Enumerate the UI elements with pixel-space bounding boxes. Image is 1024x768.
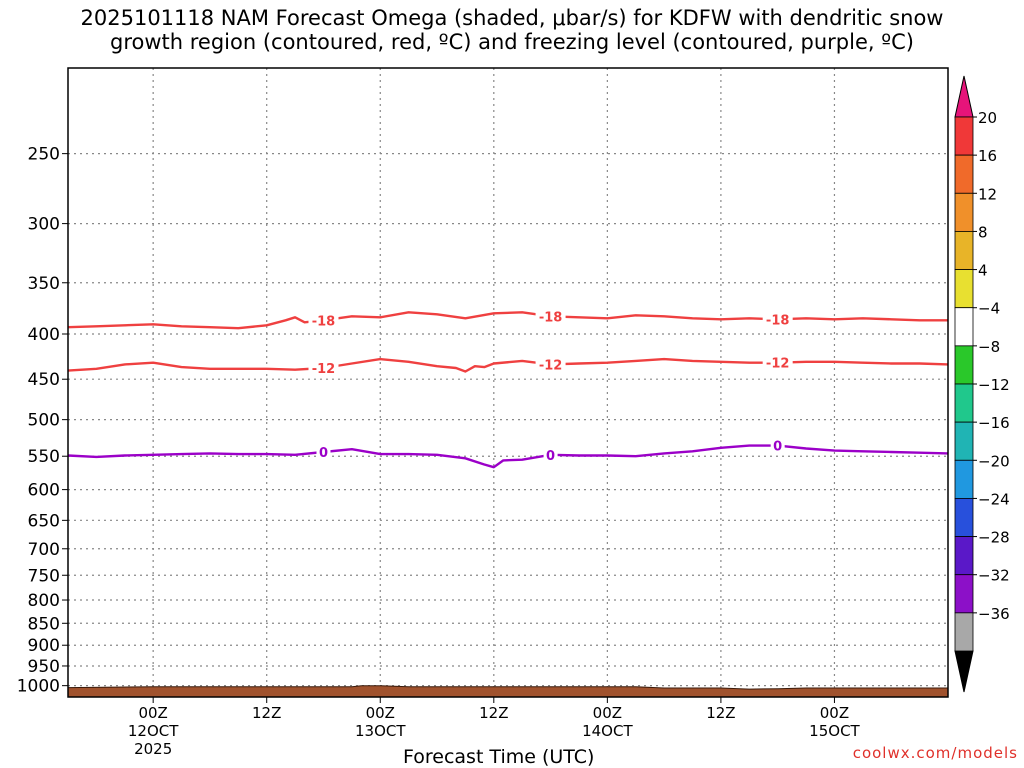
y-tick-label-300: 300 <box>28 215 60 235</box>
x-tick-date-24: 13OCT <box>355 722 406 740</box>
y-tick-label-650: 650 <box>28 511 60 531</box>
colorbar-tick-label-2: 12 <box>978 185 997 203</box>
colorbar-segment-0 <box>954 116 974 156</box>
x-tick-year-0: 2025 <box>134 740 172 758</box>
y-tick-label-250: 250 <box>28 145 60 165</box>
y-tick-label-500: 500 <box>28 411 60 431</box>
y-tick-label-550: 550 <box>28 447 60 467</box>
y-tick-label-350: 350 <box>28 274 60 294</box>
contour-label-bg--18C <box>308 312 339 329</box>
title-line-2: growth region (contoured, red, ºC) and f… <box>110 30 914 54</box>
contour-label--18C-66: -18 <box>766 313 790 328</box>
plot-frame <box>67 67 949 698</box>
colorbar-tick-label-7: −12 <box>978 376 1010 394</box>
x-tick-date-0: 12OCT <box>128 722 179 740</box>
plot-area <box>68 68 948 697</box>
x-tick-date-48: 14OCT <box>582 722 633 740</box>
credit-text: coolwx.com/models <box>852 744 1018 762</box>
colorbar-tick-label-0: 20 <box>978 109 997 127</box>
colorbar-segment-10 <box>954 498 974 537</box>
contour-label-bg--18C <box>762 311 793 328</box>
colorbar-segment-5 <box>954 307 974 347</box>
contour-label-bg--12C <box>535 356 566 373</box>
chart-title: 2025101118 NAM Forecast Omega (shaded, μ… <box>0 6 1024 54</box>
x-tick-label-0: 00Z <box>138 704 167 722</box>
contour-label-0C-66: 0 <box>773 440 782 455</box>
colorbar-segment-9 <box>954 459 974 499</box>
colorbar-tick-label-3: 8 <box>978 223 988 241</box>
colorbar-tick-label-9: −20 <box>978 452 1010 470</box>
title-line-1: 2025101118 NAM Forecast Omega (shaded, μ… <box>80 6 944 30</box>
colorbar-segment-4 <box>954 269 974 309</box>
contour-label-bg-0C <box>543 446 558 463</box>
colorbar-tick-label-11: −28 <box>978 529 1010 547</box>
contour-label-0C-42: 0 <box>546 449 555 464</box>
x-tick-label-48: 00Z <box>593 704 622 722</box>
x-tick-date-72: 15OCT <box>809 722 860 740</box>
contour-label--18C-18: -18 <box>312 314 336 329</box>
colorbar-tick-label-13: −36 <box>978 605 1010 623</box>
y-tick-label-850: 850 <box>28 614 60 634</box>
colorbar-tick-label-4: 4 <box>978 262 988 280</box>
colorbar-top-arrow <box>954 75 974 118</box>
colorbar-segment-3 <box>954 231 974 270</box>
colorbar-tick-label-5: −4 <box>978 300 1000 318</box>
x-tick-label-12: 12Z <box>252 704 281 722</box>
colorbar-segment-12 <box>954 574 974 614</box>
x-tick-label-24: 00Z <box>366 704 395 722</box>
colorbar-segment-11 <box>954 536 974 576</box>
terrain-surface <box>67 685 949 698</box>
contour-label-bg--12C <box>762 354 793 371</box>
y-tick-label-800: 800 <box>28 591 60 611</box>
y-tick-label-700: 700 <box>28 540 60 560</box>
colorbar-segment-1 <box>954 154 974 194</box>
x-axis-label: Forecast Time (UTC) <box>403 746 595 768</box>
contour-label-0C-18: 0 <box>319 446 328 461</box>
y-tick-label-750: 750 <box>28 566 60 586</box>
colorbar-segment-8 <box>954 421 974 461</box>
colorbar-bottom-arrow <box>954 650 974 693</box>
contour-label--18C-42: -18 <box>539 310 563 325</box>
x-tick-label-60: 12Z <box>706 704 735 722</box>
y-tick-label-450: 450 <box>28 370 60 390</box>
contour-label-bg--12C <box>308 359 339 376</box>
colorbar-segment-7 <box>954 383 974 423</box>
colorbar-tick-label-6: −8 <box>978 338 1000 356</box>
contour-label-bg-0C <box>770 437 785 454</box>
contour-label-bg-0C <box>316 444 331 461</box>
x-tick-label-72: 00Z <box>820 704 849 722</box>
x-tick-label-36: 12Z <box>479 704 508 722</box>
colorbar-tick-label-12: −32 <box>978 567 1010 585</box>
colorbar-segment-6 <box>954 345 974 385</box>
colorbar-segment-2 <box>954 192 974 232</box>
contour-label-bg--18C <box>535 308 566 325</box>
y-tick-label-1000: 1000 <box>17 677 60 697</box>
y-tick-label-950: 950 <box>28 657 60 677</box>
y-tick-label-400: 400 <box>28 325 60 345</box>
contour-0C <box>67 444 949 469</box>
y-tick-label-900: 900 <box>28 636 60 656</box>
contour-label--12C-66: -12 <box>766 357 790 372</box>
colorbar-tick-label-1: 16 <box>978 147 997 165</box>
contour-label--12C-42: -12 <box>539 358 563 373</box>
colorbar-tick-label-8: −16 <box>978 414 1010 432</box>
colorbar-segment-13 <box>954 612 974 652</box>
y-tick-label-600: 600 <box>28 481 60 501</box>
colorbar-tick-label-10: −24 <box>978 490 1010 508</box>
contour-label--12C-18: -12 <box>312 362 336 377</box>
